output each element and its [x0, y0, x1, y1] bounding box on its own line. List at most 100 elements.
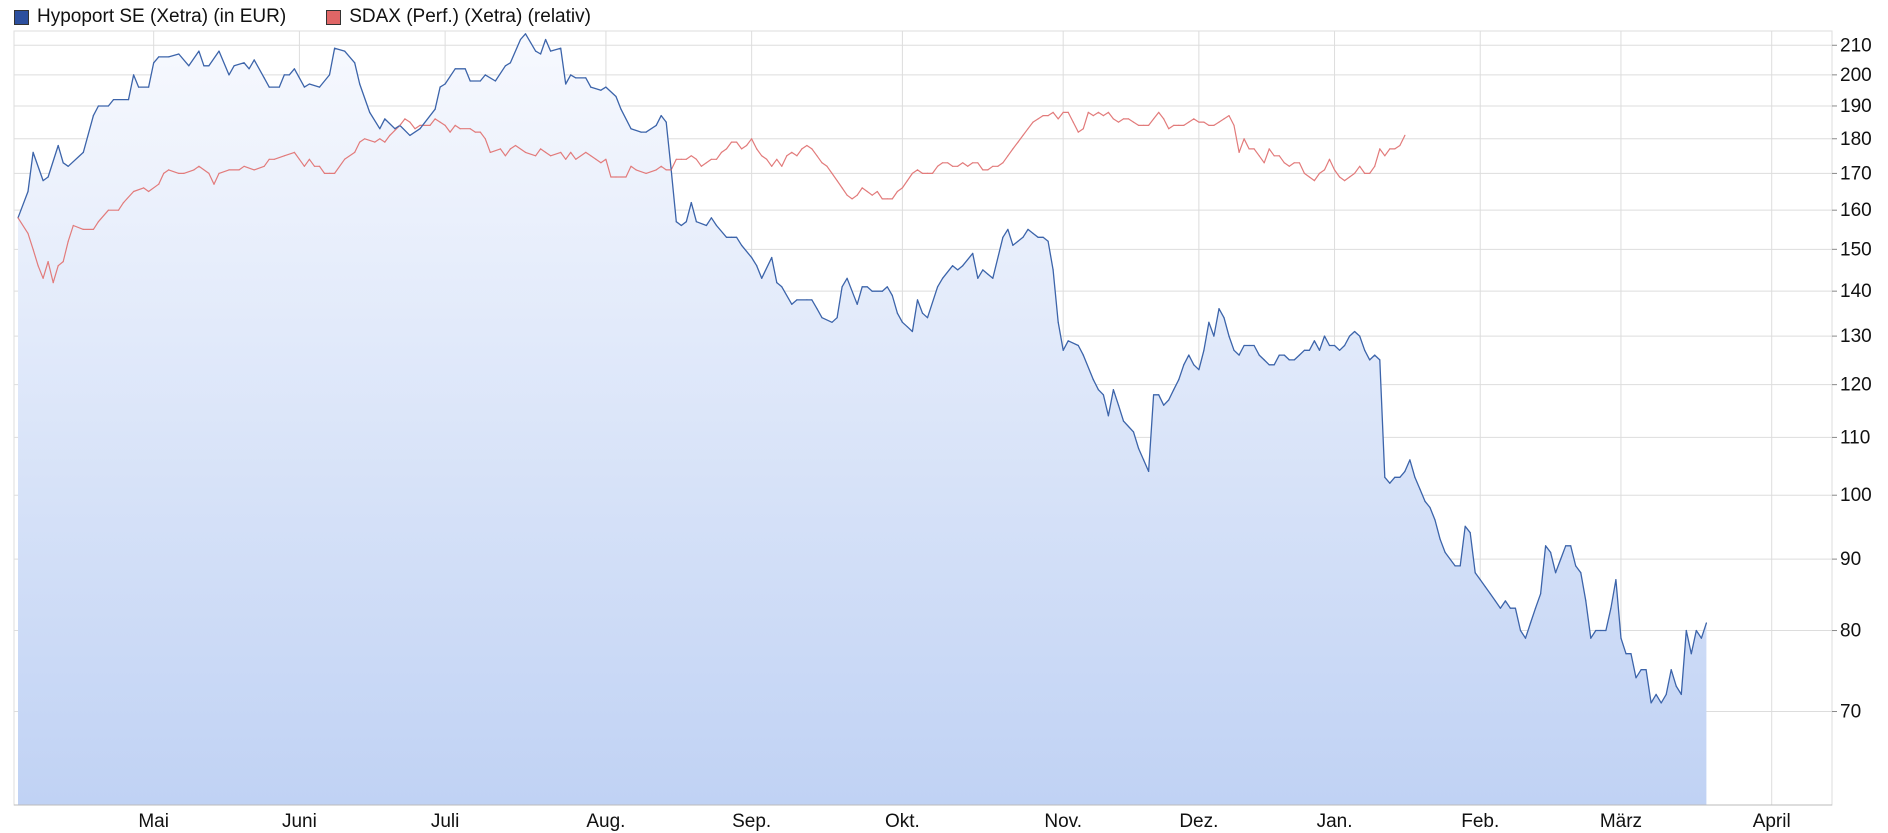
data-point-sdax	[967, 165, 969, 167]
data-point-hypoport	[1183, 364, 1185, 366]
legend-swatch-hypoport	[14, 9, 29, 25]
data-point-hypoport	[133, 74, 135, 76]
data-point-sdax	[1112, 118, 1114, 120]
data-point-sdax	[1374, 165, 1376, 167]
data-point-sdax	[942, 162, 944, 164]
data-point-sdax	[1122, 118, 1125, 120]
data-point-hypoport	[841, 286, 843, 288]
data-point-hypoport	[1550, 551, 1552, 554]
data-point-hypoport	[1148, 470, 1150, 472]
data-point-sdax	[570, 151, 572, 153]
data-point-hypoport	[675, 221, 677, 223]
legend-item-hypoport[interactable]: Hypoport SE (Xetra) (in EUR)	[14, 6, 286, 28]
data-point-sdax	[615, 176, 617, 178]
data-point-sdax	[846, 194, 848, 196]
data-point-hypoport	[127, 99, 130, 101]
data-point-hypoport	[886, 286, 888, 288]
data-point-hypoport	[645, 131, 647, 133]
data-point-sdax	[364, 138, 366, 140]
data-point-hypoport	[1680, 693, 1682, 696]
data-point-sdax	[1379, 148, 1381, 150]
data-point-hypoport	[982, 269, 984, 271]
data-point-hypoport	[178, 53, 180, 55]
data-point-sdax	[1333, 169, 1336, 171]
data-point-sdax	[318, 165, 321, 167]
data-point-hypoport	[1630, 653, 1632, 655]
data-point-hypoport	[1248, 344, 1250, 347]
y-tick-label: 100	[1840, 485, 1872, 506]
data-point-sdax	[439, 121, 441, 123]
data-point-hypoport	[1213, 335, 1215, 337]
data-point-sdax	[836, 180, 838, 182]
data-point-hypoport	[1328, 344, 1331, 347]
data-point-hypoport	[1670, 669, 1672, 671]
data-point-sdax	[1007, 155, 1009, 157]
data-point-hypoport	[454, 68, 456, 70]
data-point-sdax	[710, 158, 713, 160]
legend-item-sdax[interactable]: SDAX (Perf.) (Xetra) (relativ)	[326, 6, 591, 28]
data-point-sdax	[545, 151, 547, 153]
data-point-sdax	[1037, 118, 1039, 120]
data-point-sdax	[218, 172, 220, 174]
x-tick-label: Dez.	[1179, 811, 1218, 832]
data-point-sdax	[796, 155, 798, 157]
data-point-sdax	[685, 158, 687, 160]
data-point-sdax	[771, 165, 773, 167]
data-point-hypoport	[1158, 394, 1160, 396]
data-point-hypoport	[957, 269, 959, 271]
data-point-hypoport	[1168, 399, 1170, 401]
data-point-sdax	[37, 265, 39, 267]
data-point-sdax	[1183, 124, 1185, 126]
data-point-sdax	[143, 187, 145, 189]
data-point-sdax	[449, 131, 451, 133]
data-point-sdax	[323, 172, 326, 174]
data-point-hypoport	[781, 286, 783, 288]
data-point-sdax	[1158, 111, 1160, 113]
data-point-sdax	[47, 261, 49, 263]
x-tick-label: Feb.	[1461, 811, 1499, 832]
data-point-hypoport	[67, 165, 69, 167]
data-point-sdax	[107, 209, 109, 211]
data-point-sdax	[1017, 141, 1019, 143]
data-point-hypoport	[1082, 354, 1084, 356]
data-point-sdax	[952, 165, 954, 167]
data-point-hypoport	[1238, 354, 1240, 356]
data-point-hypoport	[359, 83, 361, 85]
data-point-sdax	[1057, 118, 1059, 120]
data-point-sdax	[434, 118, 436, 120]
data-point-sdax	[1148, 124, 1150, 126]
data-point-hypoport	[1193, 364, 1195, 366]
data-point-sdax	[228, 169, 230, 171]
data-point-hypoport	[1394, 476, 1396, 478]
data-point-hypoport	[600, 89, 602, 91]
data-point-hypoport	[1695, 629, 1697, 632]
data-point-sdax	[32, 248, 34, 250]
data-point-sdax	[193, 169, 195, 171]
x-tick-label: März	[1600, 811, 1642, 832]
data-point-sdax	[1062, 111, 1064, 113]
y-tick-label: 150	[1840, 239, 1872, 260]
data-point-hypoport	[1339, 349, 1341, 351]
data-point-sdax	[1173, 124, 1175, 126]
data-point-sdax	[1283, 162, 1285, 164]
data-point-sdax	[901, 187, 904, 189]
data-point-hypoport	[665, 121, 667, 123]
data-point-hypoport	[585, 77, 587, 79]
data-point-sdax	[1208, 124, 1210, 126]
y-tick-label: 170	[1840, 163, 1872, 184]
data-point-hypoport	[1504, 600, 1506, 602]
data-point-sdax	[1253, 148, 1255, 150]
data-point-hypoport	[1017, 240, 1019, 242]
data-point-sdax	[585, 151, 587, 153]
data-point-hypoport	[168, 56, 170, 58]
data-point-hypoport	[1399, 476, 1401, 478]
data-point-hypoport	[1444, 551, 1446, 554]
data-point-sdax	[766, 158, 768, 160]
data-point-hypoport	[1685, 629, 1687, 632]
data-point-sdax	[806, 144, 808, 147]
data-point-sdax	[1027, 128, 1029, 130]
data-point-sdax	[1298, 162, 1300, 164]
data-point-sdax	[1188, 121, 1190, 123]
data-point-sdax	[675, 158, 677, 160]
